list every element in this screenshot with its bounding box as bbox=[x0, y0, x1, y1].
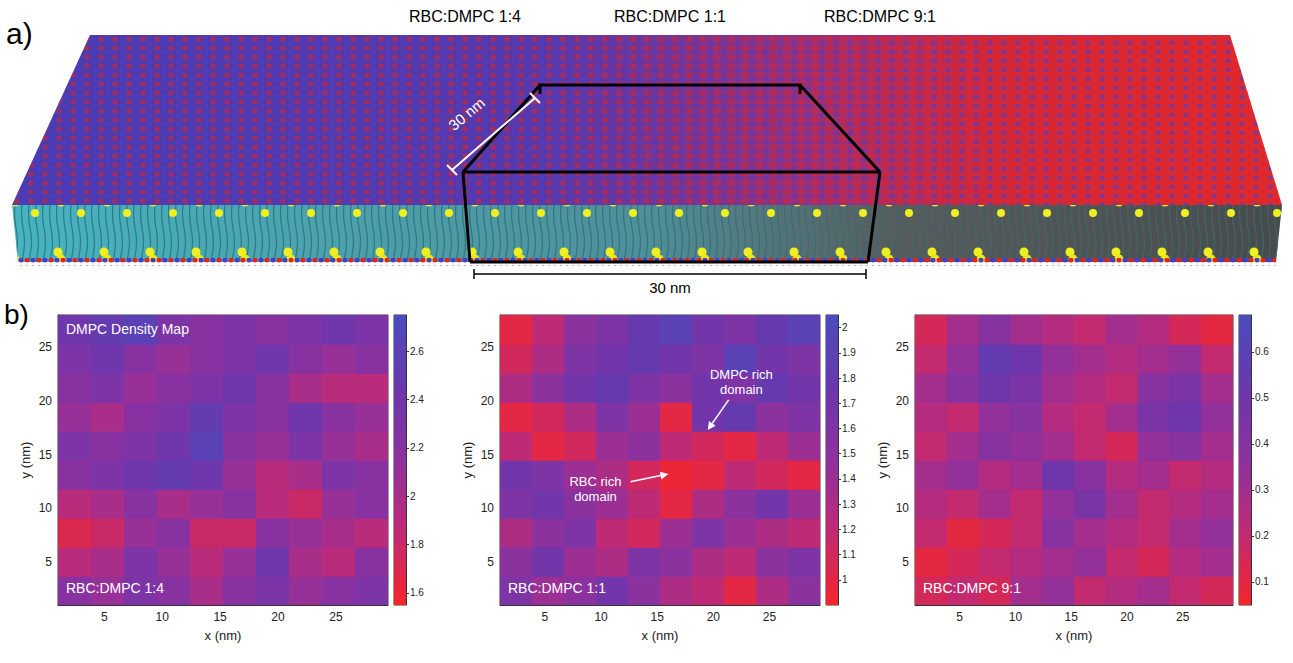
svg-text:RBC:DMPC 1:1: RBC:DMPC 1:1 bbox=[508, 580, 606, 596]
svg-text:15: 15 bbox=[896, 448, 910, 462]
svg-text:5: 5 bbox=[101, 610, 108, 624]
svg-text:a): a) bbox=[6, 17, 33, 50]
svg-text:15: 15 bbox=[213, 610, 227, 624]
svg-text:10: 10 bbox=[156, 610, 170, 624]
svg-text:1.8: 1.8 bbox=[410, 539, 424, 550]
svg-text:x (nm): x (nm) bbox=[205, 628, 242, 643]
svg-text:2.2: 2.2 bbox=[410, 442, 424, 453]
svg-text:25: 25 bbox=[481, 340, 495, 354]
svg-text:y (nm): y (nm) bbox=[18, 442, 33, 479]
svg-text:1.5: 1.5 bbox=[842, 448, 856, 459]
svg-text:10: 10 bbox=[1009, 610, 1023, 624]
svg-text:1.4: 1.4 bbox=[842, 473, 856, 484]
svg-text:20: 20 bbox=[271, 610, 285, 624]
svg-text:1.3: 1.3 bbox=[842, 499, 856, 510]
svg-text:domain: domain bbox=[574, 489, 617, 504]
svg-text:y (nm): y (nm) bbox=[875, 442, 890, 479]
svg-text:5: 5 bbox=[542, 610, 549, 624]
svg-text:10: 10 bbox=[481, 501, 495, 515]
svg-text:RBC rich: RBC rich bbox=[569, 474, 621, 489]
svg-text:15: 15 bbox=[1065, 610, 1079, 624]
svg-text:1.7: 1.7 bbox=[842, 398, 856, 409]
svg-text:RBC:DMPC 9:1: RBC:DMPC 9:1 bbox=[824, 8, 936, 25]
svg-text:1.6: 1.6 bbox=[842, 423, 856, 434]
svg-text:10: 10 bbox=[39, 501, 53, 515]
svg-text:1.6: 1.6 bbox=[410, 587, 424, 598]
svg-text:15: 15 bbox=[39, 448, 53, 462]
svg-text:5: 5 bbox=[902, 555, 909, 569]
svg-text:1: 1 bbox=[842, 574, 848, 585]
svg-text:RBC:DMPC 1:1: RBC:DMPC 1:1 bbox=[614, 8, 726, 25]
svg-text:20: 20 bbox=[896, 394, 910, 408]
svg-text:30 nm: 30 nm bbox=[649, 279, 691, 296]
svg-text:0.2: 0.2 bbox=[1255, 530, 1269, 541]
svg-text:RBC:DMPC 9:1: RBC:DMPC 9:1 bbox=[923, 580, 1021, 596]
svg-text:RBC:DMPC 1:4: RBC:DMPC 1:4 bbox=[409, 8, 521, 25]
svg-text:2: 2 bbox=[842, 322, 848, 333]
svg-text:30 nm: 30 nm bbox=[445, 94, 488, 134]
svg-text:15: 15 bbox=[651, 610, 665, 624]
svg-text:0.4: 0.4 bbox=[1255, 438, 1269, 449]
svg-text:25: 25 bbox=[39, 340, 53, 354]
svg-text:2.4: 2.4 bbox=[410, 394, 424, 405]
svg-text:20: 20 bbox=[481, 394, 495, 408]
svg-text:20: 20 bbox=[707, 610, 721, 624]
svg-text:5: 5 bbox=[45, 555, 52, 569]
svg-text:1.9: 1.9 bbox=[842, 347, 856, 358]
svg-text:DMPC Density Map: DMPC Density Map bbox=[66, 321, 189, 337]
svg-text:25: 25 bbox=[896, 340, 910, 354]
svg-text:x (nm): x (nm) bbox=[1056, 628, 1093, 643]
svg-text:0.1: 0.1 bbox=[1255, 576, 1269, 587]
svg-text:5: 5 bbox=[956, 610, 963, 624]
svg-text:25: 25 bbox=[1176, 610, 1190, 624]
svg-text:1.2: 1.2 bbox=[842, 524, 856, 535]
svg-text:25: 25 bbox=[329, 610, 343, 624]
svg-text:DMPC rich: DMPC rich bbox=[710, 367, 773, 382]
svg-text:2.6: 2.6 bbox=[410, 346, 424, 357]
svg-text:20: 20 bbox=[1120, 610, 1134, 624]
svg-text:1.8: 1.8 bbox=[842, 373, 856, 384]
svg-text:25: 25 bbox=[763, 610, 777, 624]
svg-text:0.3: 0.3 bbox=[1255, 484, 1269, 495]
svg-text:0.6: 0.6 bbox=[1255, 346, 1269, 357]
svg-text:b): b) bbox=[4, 300, 29, 330]
svg-text:15: 15 bbox=[481, 448, 495, 462]
svg-text:x (nm): x (nm) bbox=[642, 628, 679, 643]
svg-text:RBC:DMPC 1:4: RBC:DMPC 1:4 bbox=[66, 580, 164, 596]
svg-text:1.1: 1.1 bbox=[842, 549, 856, 560]
svg-text:5: 5 bbox=[487, 555, 494, 569]
svg-text:0.5: 0.5 bbox=[1255, 392, 1269, 403]
svg-text:20: 20 bbox=[39, 394, 53, 408]
svg-text:y (nm): y (nm) bbox=[460, 442, 475, 479]
svg-text:2: 2 bbox=[410, 491, 416, 502]
svg-text:10: 10 bbox=[594, 610, 608, 624]
svg-text:10: 10 bbox=[896, 501, 910, 515]
svg-text:domain: domain bbox=[720, 382, 763, 397]
